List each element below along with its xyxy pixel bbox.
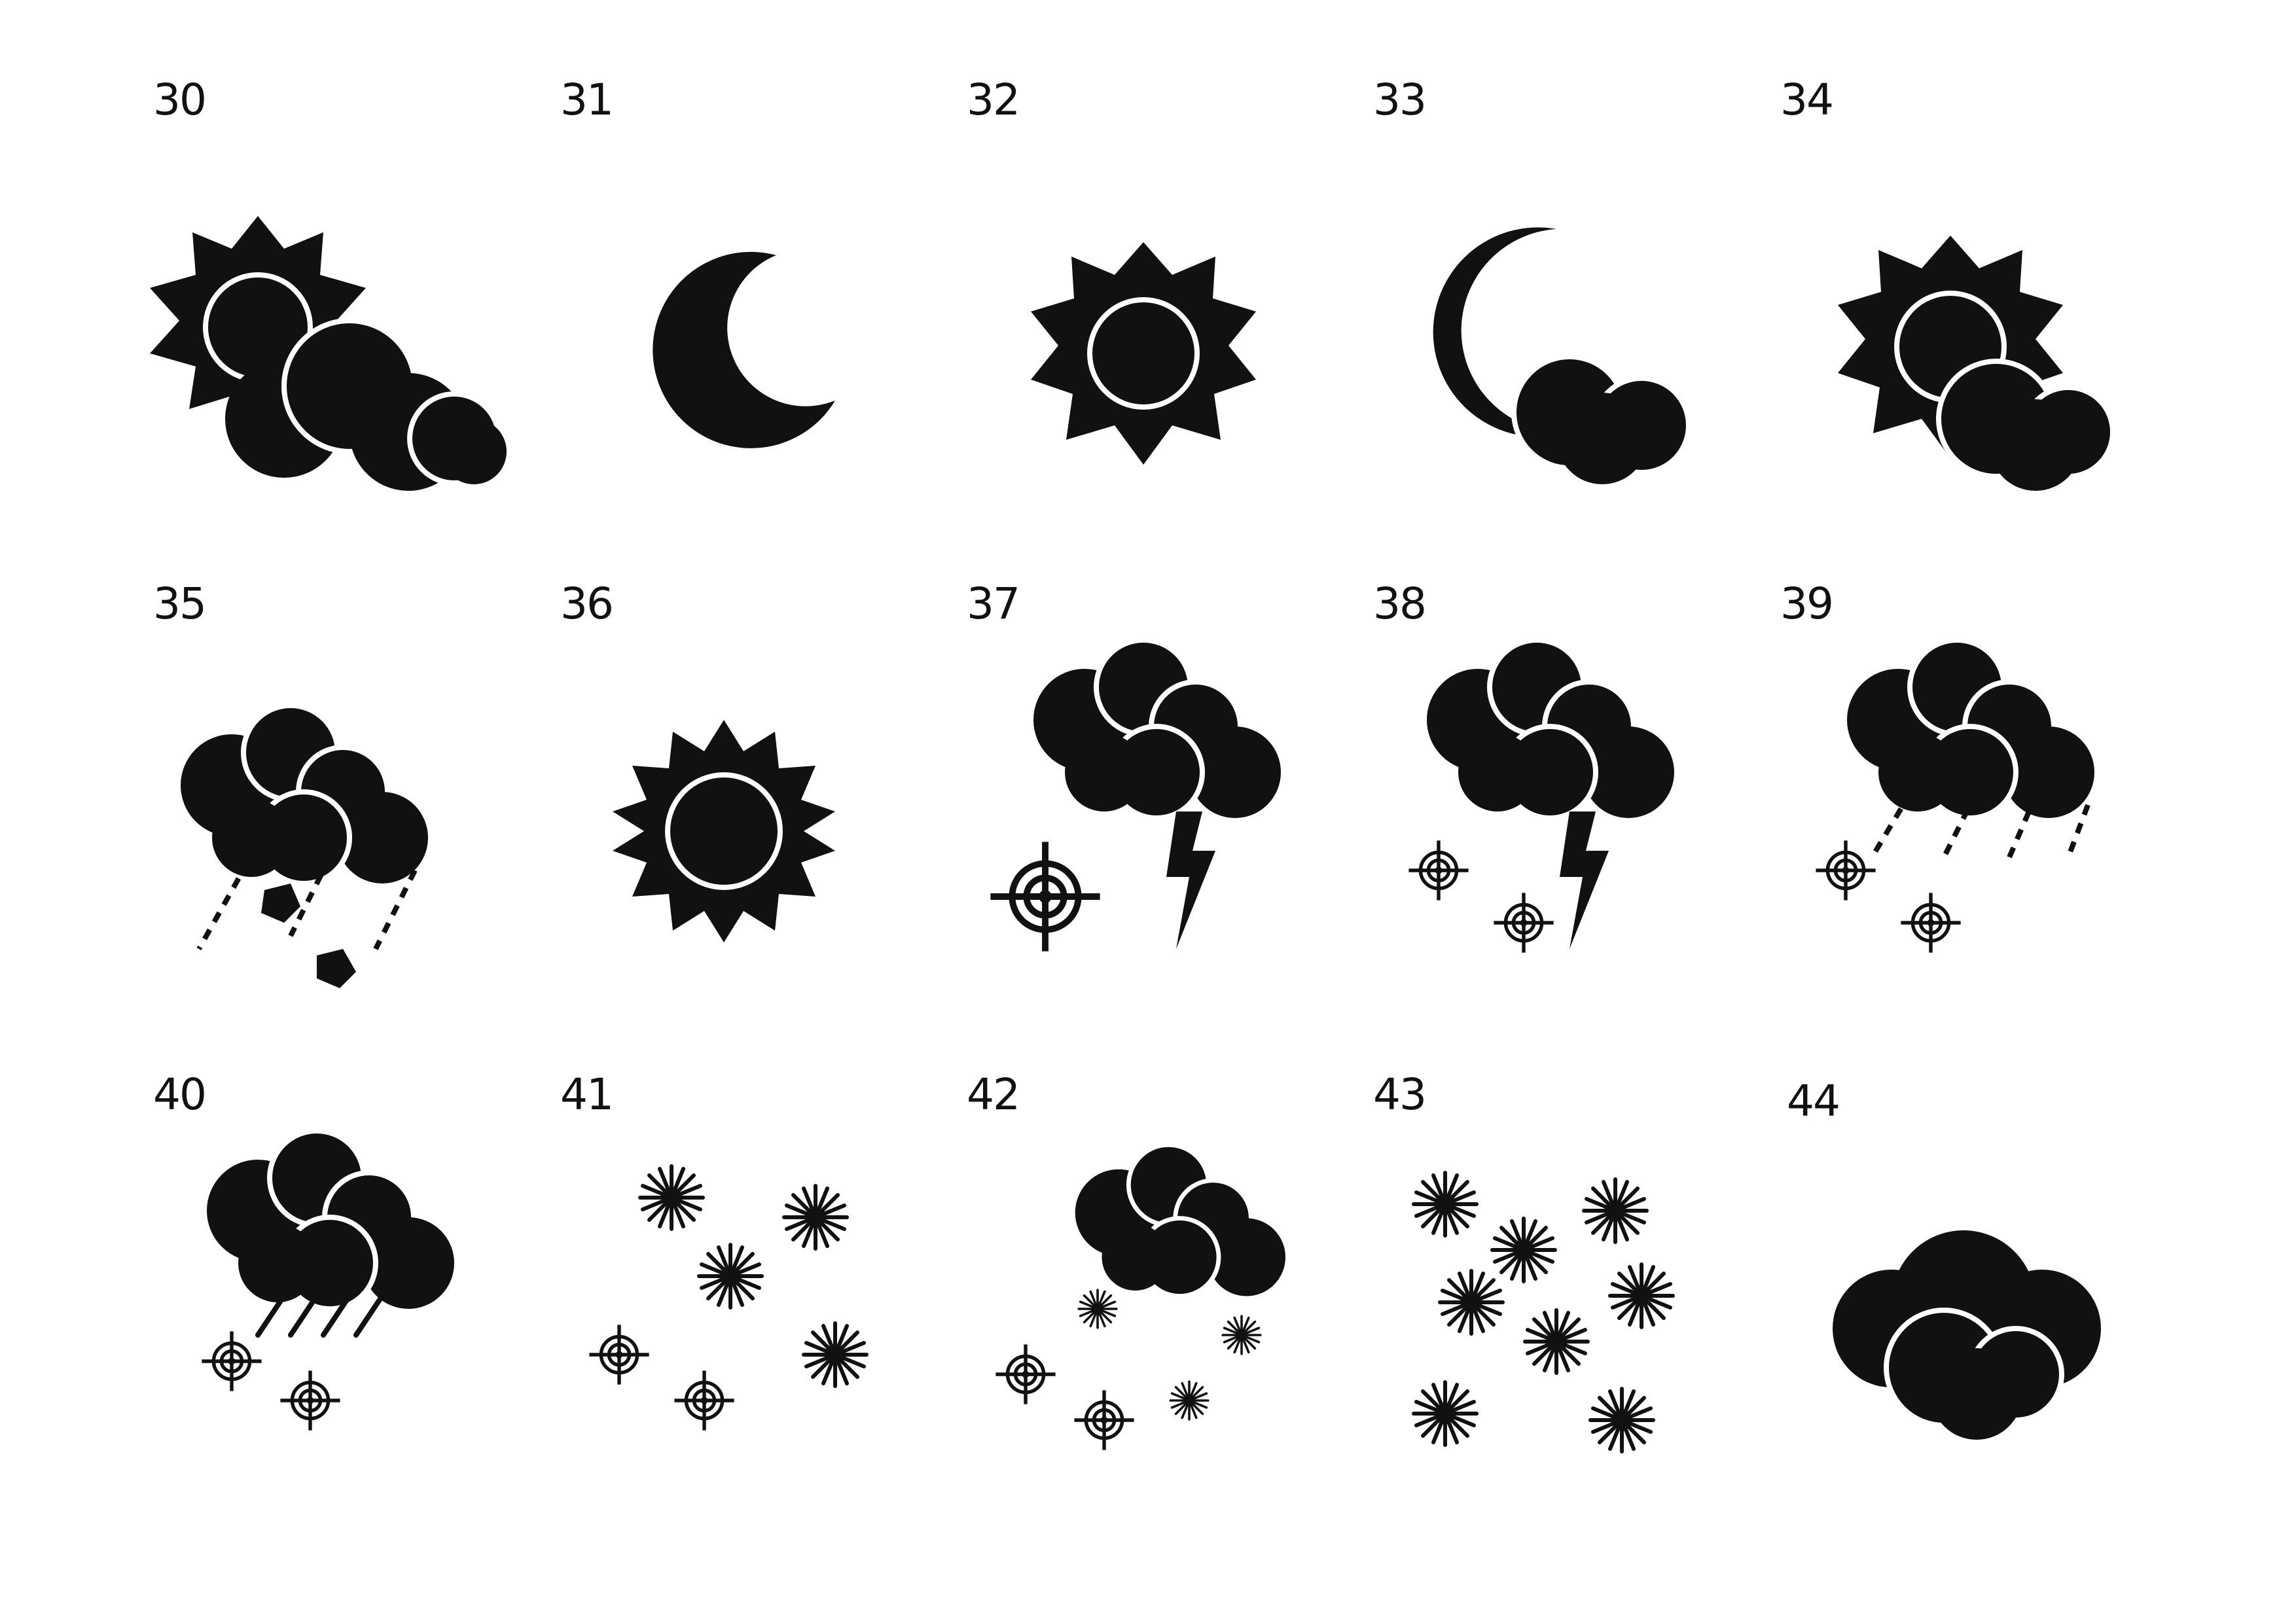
icon-cell-41: 41 (560, 1073, 966, 1571)
cloud-snow-mixed-icon (967, 1073, 1372, 1571)
icon-cell-34: 34 (1780, 79, 2186, 576)
icon-cell-37: 37 (967, 582, 1372, 1080)
icon-cell-36: 36 (560, 582, 966, 1080)
crescent-moon-icon (560, 79, 966, 576)
partly-cloudy-day-icon (153, 79, 559, 576)
icon-cell-35: 35 (153, 582, 559, 1080)
sun-behind-small-cloud-icon (1780, 79, 2186, 576)
icon-cell-30: 30 (153, 79, 559, 576)
icon-cell-31: 31 (560, 79, 966, 576)
icon-cell-39: 39 (1780, 582, 2186, 1080)
snow-mixed-icon (560, 1073, 966, 1571)
thunder-flurries-icon (1373, 582, 1779, 1080)
icon-cell-42: 42 (967, 1073, 1372, 1571)
cloud-rain-hail-icon (153, 582, 559, 1080)
icon-cell-38: 38 (1373, 582, 1779, 1080)
partly-cloudy-night-icon (1373, 79, 1779, 576)
sun-icon (967, 79, 1372, 576)
sleet-icon (153, 1073, 559, 1571)
thunder-snow-icon (967, 582, 1372, 1080)
heavy-snowfall-icon (1373, 1073, 1779, 1571)
overcast-clouds-icon (1787, 1080, 2193, 1577)
icon-cell-32: 32 (967, 79, 1372, 576)
rain-snow-showers-icon (1780, 582, 2186, 1080)
icon-cell-44: 44 (1787, 1080, 2193, 1577)
icon-cell-33: 33 (1373, 79, 1779, 576)
icon-cell-40: 40 (153, 1073, 559, 1571)
icon-cell-43: 43 (1373, 1073, 1779, 1571)
hot-sun-icon (560, 582, 966, 1080)
